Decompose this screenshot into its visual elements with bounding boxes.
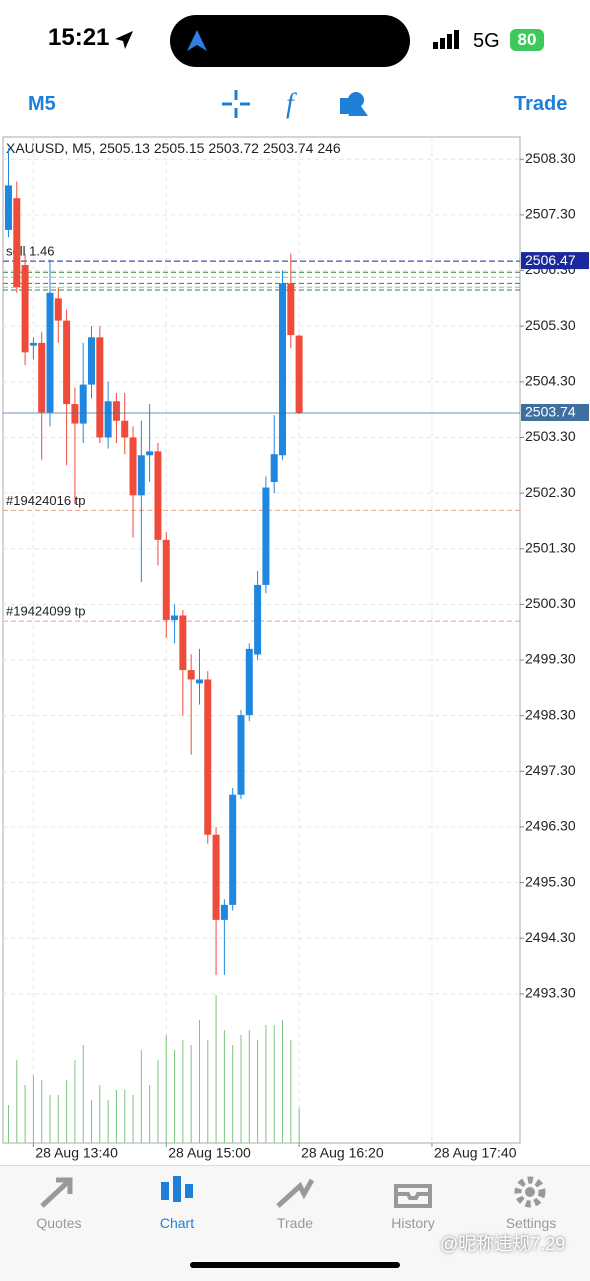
objects-button[interactable] xyxy=(340,92,368,116)
location-icon xyxy=(115,31,133,49)
tab-chart[interactable]: Chart xyxy=(159,1215,195,1231)
timeframe-button[interactable]: M5 xyxy=(28,93,56,115)
tab-quotes[interactable]: Quotes xyxy=(36,1215,82,1231)
candle-body xyxy=(295,335,303,413)
candle-body xyxy=(54,298,62,321)
indicator-button[interactable]: f xyxy=(286,88,297,119)
candle-body xyxy=(121,420,129,438)
tab-history[interactable]: History xyxy=(391,1215,435,1231)
candle-body xyxy=(46,292,54,413)
candle-body xyxy=(88,337,96,385)
candle-body xyxy=(137,455,145,496)
candle-body xyxy=(146,451,154,456)
candle-body xyxy=(21,264,29,353)
candle-body xyxy=(13,198,21,288)
x-tick-label: 28 Aug 16:20 xyxy=(301,1145,384,1161)
candle-body xyxy=(104,401,112,438)
y-tick-label: 2498.30 xyxy=(525,706,576,722)
network: 5G xyxy=(473,30,500,52)
candle-body xyxy=(287,283,295,336)
symbol: XAUUSD, M5, xyxy=(6,140,95,156)
home-indicator xyxy=(190,1262,400,1268)
candle-body xyxy=(129,437,137,496)
tab-icons xyxy=(40,1176,546,1208)
dynamic-island xyxy=(170,15,410,67)
tab-trade[interactable]: Trade xyxy=(276,1215,314,1231)
candle-body xyxy=(204,679,212,835)
candle-body xyxy=(96,337,104,438)
candle-body xyxy=(270,454,278,482)
x-tick-label: 28 Aug 17:40 xyxy=(434,1145,517,1161)
y-tick-label: 2504.30 xyxy=(525,373,576,389)
candle-body xyxy=(71,404,79,424)
watermark: @昵称违规7.29 xyxy=(440,1234,566,1254)
y-tick-label: 2502.30 xyxy=(525,484,576,500)
clock: 15:21 xyxy=(48,24,110,51)
y-tick-label: 2494.30 xyxy=(525,929,576,945)
nav-icon xyxy=(187,30,207,51)
low-value: 2503.72 xyxy=(208,140,259,156)
candle-body xyxy=(171,615,179,620)
candle-body xyxy=(262,487,270,585)
candle-body xyxy=(212,834,220,920)
y-tick-label: 2503.30 xyxy=(525,428,576,444)
tp-label: #19424099 tp xyxy=(6,604,86,619)
y-tick-label: 2501.30 xyxy=(525,539,576,555)
trade-button[interactable]: Trade xyxy=(514,93,568,115)
y-tick-label: 2508.30 xyxy=(525,150,576,166)
y-tick-label: 2500.30 xyxy=(525,595,576,611)
chart-header: XAUUSD, M5, 2505.13 2505.15 2503.72 2503… xyxy=(6,140,341,156)
tp-label: #19424016 tp xyxy=(6,493,86,508)
crosshair-button[interactable] xyxy=(222,90,250,118)
high-value: 2505.15 xyxy=(154,140,205,156)
candle-body xyxy=(245,648,253,716)
candle-body xyxy=(29,342,37,346)
candle-body xyxy=(279,283,287,456)
price-box xyxy=(521,403,589,421)
candle-body xyxy=(112,401,120,421)
y-tick-label: 2497.30 xyxy=(525,762,576,778)
candle-body xyxy=(237,715,245,795)
candle-body xyxy=(187,670,195,680)
candle-body xyxy=(79,384,87,424)
order-label: sell 1.46 xyxy=(6,244,54,259)
signal-icon xyxy=(433,30,459,49)
x-tick-label: 28 Aug 13:40 xyxy=(35,1145,118,1161)
y-tick-label: 2499.30 xyxy=(525,651,576,667)
price-box xyxy=(521,252,589,270)
y-tick-label: 2493.30 xyxy=(525,985,576,1001)
candle-body xyxy=(254,584,262,655)
candle-body xyxy=(229,794,237,905)
y-tick-label: 2507.30 xyxy=(525,206,576,222)
y-tick-label: 2505.30 xyxy=(525,317,576,333)
tab-bar xyxy=(0,1165,590,1281)
toolbar-icons: f xyxy=(222,88,368,119)
close-value: 2503.74 xyxy=(263,140,314,156)
y-tick-label: 2495.30 xyxy=(525,873,576,889)
open-value: 2505.13 xyxy=(99,140,150,156)
tab-settings[interactable]: Settings xyxy=(505,1215,557,1231)
plot-frame xyxy=(2,136,521,1144)
candle-body xyxy=(220,904,228,920)
candle-body xyxy=(4,185,12,230)
chart: XAUUSD, M5, 2505.13 2505.15 2503.72 2503… xyxy=(2,136,589,1161)
x-tick-label: 28 Aug 15:00 xyxy=(168,1145,251,1161)
candle-body xyxy=(38,342,46,413)
battery: 80 xyxy=(510,29,544,51)
candle-body xyxy=(63,320,71,405)
price-box-label: 2506.47 xyxy=(525,252,576,268)
price-box-label: 2503.74 xyxy=(525,404,576,420)
candle-body xyxy=(162,539,170,620)
volume-value: 246 xyxy=(317,140,341,156)
candle-body xyxy=(154,451,162,540)
y-tick-label: 2496.30 xyxy=(525,818,576,834)
candle-body xyxy=(195,679,203,684)
candle-body xyxy=(179,615,187,671)
